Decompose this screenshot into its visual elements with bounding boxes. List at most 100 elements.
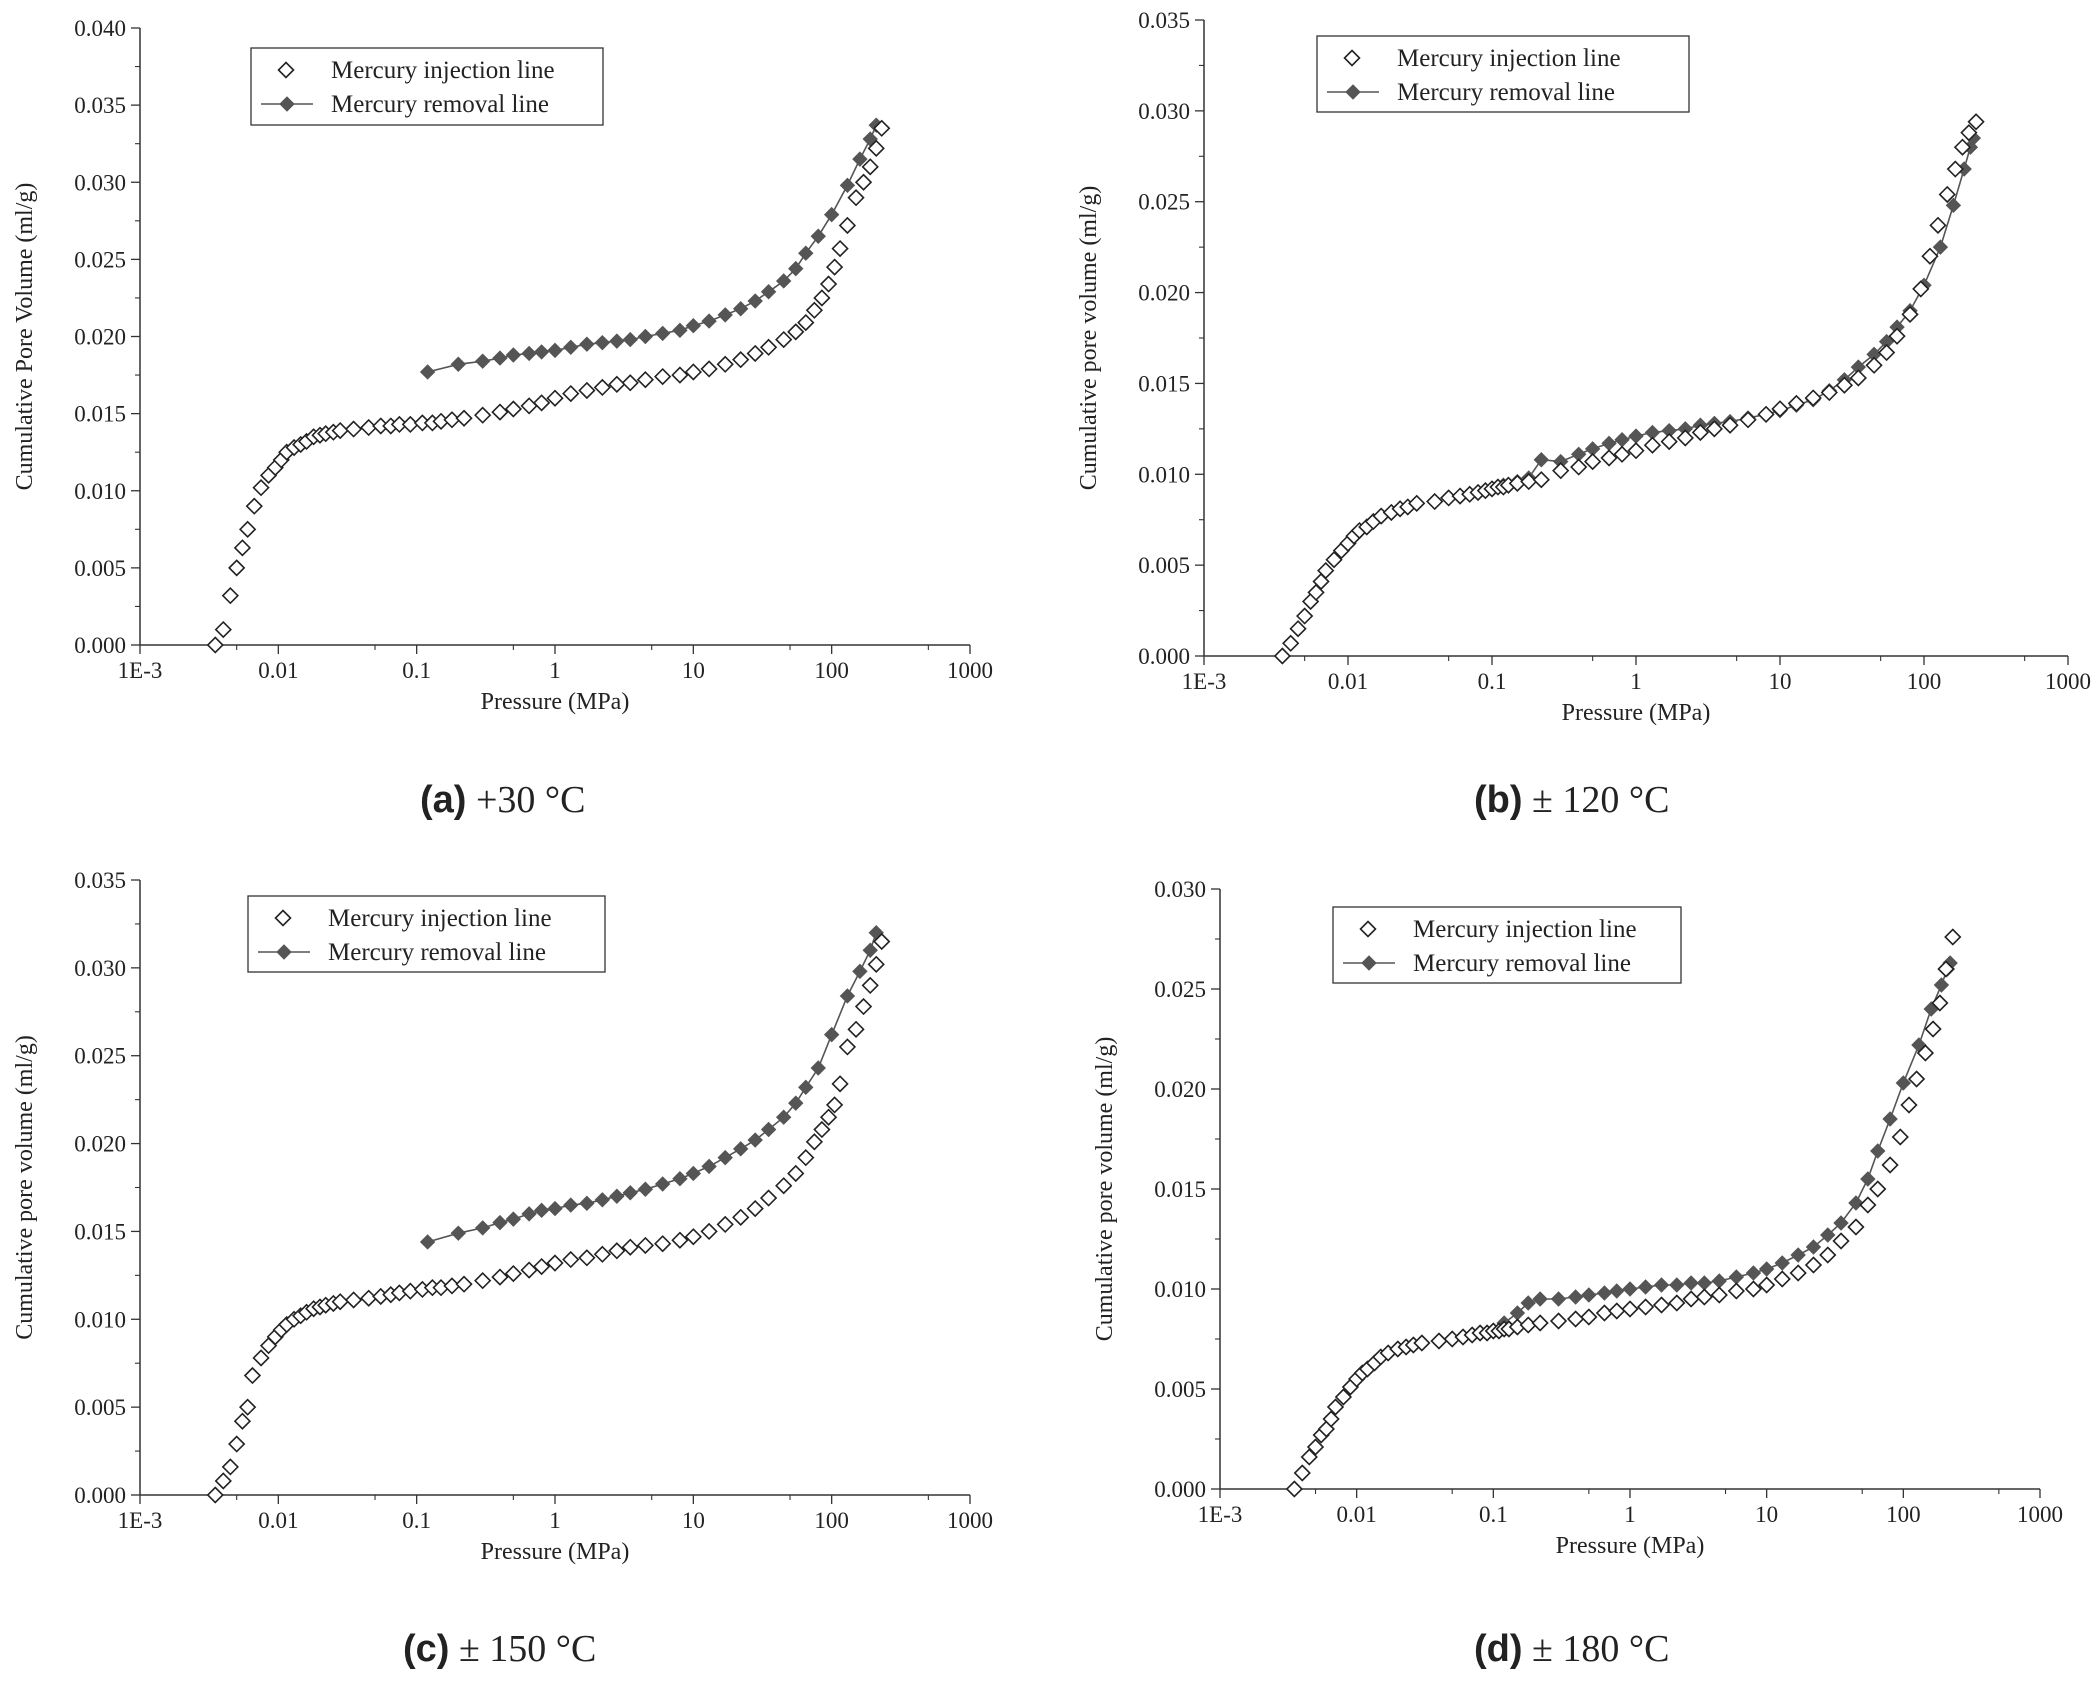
y-tick-label: 0.010 [74,479,126,504]
removal-point [594,334,611,351]
removal-point [1567,1289,1584,1305]
injection-point [1682,1290,1700,1308]
injection-point [1430,1332,1448,1350]
injection-point [671,1231,689,1249]
removal-point [685,1165,702,1182]
injection-point [1900,1096,1918,1114]
injection-point [1744,1280,1763,1298]
x-tick-label: 0.1 [1478,669,1507,694]
injection-point [546,1254,564,1272]
injection-point [520,1261,538,1279]
injection-point [1325,551,1343,569]
injection-point [732,351,750,369]
x-tick-label: 1 [1624,1502,1636,1527]
removal-point [474,353,491,369]
y-tick-label: 0.035 [74,868,126,893]
removal-point [419,364,436,380]
injection-point [578,1249,596,1267]
y-tick-label: 0.025 [1138,190,1190,215]
x-axis-label: Pressure (MPa) [1562,700,1711,726]
panel-b-chart: 0.000 0.005 0.010 0.015 0.020 0.025 0.030 0.035… [1076,8,2091,726]
removal-point [1653,1277,1670,1293]
injection-point [787,323,805,341]
removal-point [701,313,717,329]
injection-point [1773,1270,1791,1288]
y-tick-label: 0.030 [74,170,126,195]
injection-point [1907,1070,1926,1088]
legend-injection-marker [274,909,292,927]
y-tick-label: 0.005 [1138,553,1190,578]
x-tick-label: 100 [1886,1502,1921,1527]
removal-point [788,1095,804,1111]
removal-point [1614,432,1630,448]
y-tick-label: 0.020 [74,325,126,350]
injection-point [206,636,224,654]
removal-point [852,151,868,167]
removal-point [862,942,878,958]
injection-point [831,1075,849,1093]
injection-point [1804,1256,1823,1274]
removal-point [1532,1291,1548,1307]
y-tick-label: 0.010 [74,1307,126,1332]
injection-point [1859,1196,1877,1214]
y-tick-label: 0.000 [74,633,126,658]
injection-point [1901,305,1919,324]
injection-point [636,1236,654,1255]
injection-point [684,363,702,381]
y-tick-label: 0.025 [74,247,126,272]
injection-point [775,330,793,349]
injection-point [1847,1218,1865,1236]
removal-point [760,1121,777,1138]
x-tick-label: 1000 [2045,669,2091,694]
y-tick-label: 0.030 [74,956,126,981]
injection-point [716,355,734,373]
injection-point [239,1398,257,1416]
injection-point [636,371,654,389]
injection-point [805,301,824,319]
legend-injection-marker [277,61,295,79]
x-tick-label: 10 [1769,669,1792,694]
injection-point [491,1268,509,1286]
removal-point [775,1109,792,1125]
x-tick-label: 0.1 [402,1508,431,1533]
injection-point [1931,994,1949,1012]
removal-point [1833,1215,1849,1231]
removal-point [839,177,856,194]
injection-point [847,1020,865,1038]
injection-point [746,1199,764,1218]
removal-point [533,344,550,360]
legend: Mercury injection line Mercury removal li… [1316,35,1690,113]
y-tick-label: 0.005 [74,1395,126,1420]
injection-point [621,374,639,392]
injection-point [1676,429,1694,447]
injection-point [593,378,611,397]
injection-point [593,1245,611,1263]
injection-point [1668,1294,1686,1312]
removal-point [1932,239,1949,255]
injection-point [344,420,363,438]
y-axis-label: Cumulative pore volume (ml/g) [1076,186,1102,491]
removal-point [775,273,792,289]
injection-point [1721,416,1739,434]
caption-b-text: ± 120 °C [1532,779,1670,821]
injection-point [1652,1296,1671,1314]
injection-point [621,1238,639,1256]
legend: Mercury injection line Mercury removal li… [247,895,606,973]
panel-a-chart: 0.000 0.005 0.010 0.015 0.020 0.025 0.030 0.035… [12,16,993,715]
caption-c-text: ± 150 °C [458,1628,597,1670]
legend-removal-marker [1361,955,1377,971]
injection-point [700,1222,718,1241]
removal-point [492,1214,508,1231]
injection-point [1691,423,1710,442]
caption-d-tag: (d) [1474,1628,1523,1670]
injection-point [1296,607,1314,625]
injection-point [813,289,831,307]
removal-point [1933,977,1950,993]
injection-point [759,338,778,356]
injection-point [838,1038,857,1056]
y-tick-label: 0.020 [74,1132,126,1157]
injection-point [1584,452,1602,471]
removal-point [798,1079,814,1096]
injection-point [1660,432,1678,451]
removal-point [622,1185,638,1201]
